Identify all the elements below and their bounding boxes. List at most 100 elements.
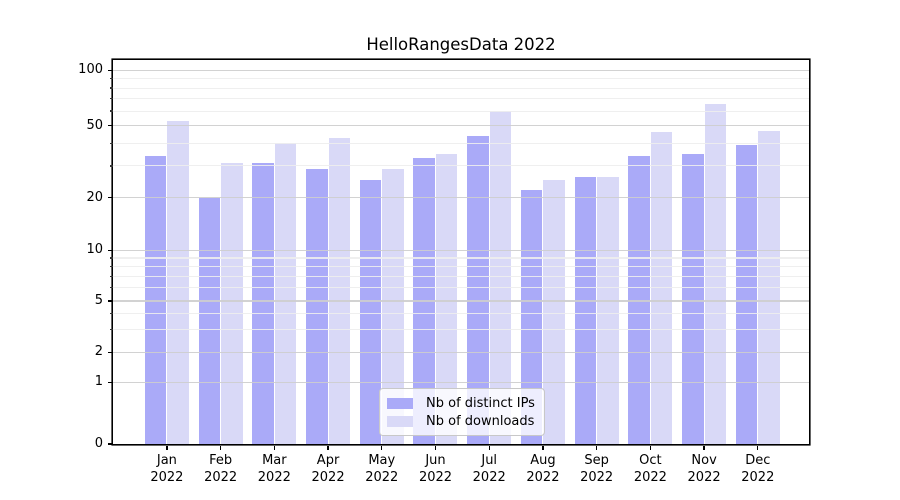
y-tick-mark-minor	[110, 87, 113, 89]
gridline-major	[113, 197, 809, 199]
chart-title: HelloRangesData 2022	[366, 35, 556, 54]
y-tick-mark	[107, 197, 113, 199]
y-tick-label: 0	[94, 436, 103, 451]
x-tick-mark	[381, 445, 383, 451]
legend-label-distinct-ips: Nb of distinct IPs	[426, 395, 535, 411]
gridline-major	[113, 351, 809, 353]
legend-entry-distinct-ips: Nb of distinct IPs	[387, 396, 536, 411]
gridline-minor	[113, 328, 809, 331]
bar	[221, 163, 243, 444]
legend-swatch-downloads-icon	[387, 415, 413, 427]
y-tick-mark-minor	[110, 286, 113, 289]
bar	[682, 153, 704, 444]
gridline-major	[113, 381, 809, 383]
y-tick-label: 50	[86, 117, 103, 133]
x-tick-mark	[273, 445, 276, 451]
gridline-minor	[113, 78, 809, 80]
legend: Nb of distinct IPs Nb of downloads	[379, 388, 545, 436]
bar	[467, 135, 489, 444]
bar	[167, 121, 189, 444]
bar	[382, 168, 404, 444]
x-tick-mark	[757, 445, 759, 451]
x-tick-label: Oct 2022	[633, 453, 667, 485]
x-tick-label: Nov 2022	[687, 453, 721, 485]
gridline-major	[113, 125, 809, 127]
x-tick-label: Feb 2022	[204, 453, 238, 485]
bar	[704, 103, 727, 444]
bar	[735, 145, 758, 444]
legend-entry-downloads: Nb of downloads	[387, 414, 536, 429]
gridline-major	[113, 300, 809, 302]
gridline-major	[113, 249, 809, 251]
y-tick-mark-minor	[110, 110, 113, 112]
x-tick-mark	[595, 445, 598, 451]
y-tick-label: 1	[94, 374, 103, 390]
y-tick-mark	[107, 69, 113, 71]
y-tick-mark-minor	[110, 98, 113, 100]
y-tick-mark-minor	[110, 328, 113, 331]
y-tick-mark	[107, 443, 113, 445]
x-tick-label: Jul 2022	[472, 453, 506, 485]
x-tick-mark	[542, 445, 544, 451]
x-tick-mark	[219, 445, 222, 451]
bar	[520, 190, 543, 444]
bar	[274, 143, 297, 444]
y-tick-mark	[107, 249, 113, 251]
bar	[489, 111, 512, 444]
bar	[359, 180, 382, 444]
y-tick-mark-minor	[110, 142, 113, 144]
x-tick-mark	[434, 445, 437, 451]
gridline-minor	[113, 165, 809, 167]
y-tick-mark-minor	[110, 265, 113, 268]
y-tick-label: 5	[94, 293, 103, 308]
bar	[435, 153, 458, 444]
x-tick-mark	[327, 445, 329, 451]
y-tick-mark-minor	[110, 165, 113, 167]
legend-swatch-distinct-ips-icon	[387, 397, 413, 409]
y-tick-label: 20	[86, 189, 103, 205]
y-tick-mark	[107, 125, 113, 127]
x-tick-mark	[649, 445, 652, 451]
gridline-minor	[113, 287, 809, 289]
bar	[144, 156, 167, 444]
x-tick-label: Apr 2022	[311, 453, 345, 485]
bar	[628, 156, 650, 444]
gridline-minor	[113, 98, 809, 100]
y-tick-mark-minor	[110, 78, 113, 80]
bar	[328, 137, 351, 444]
y-tick-mark	[107, 300, 113, 302]
x-tick-mark	[488, 445, 490, 451]
x-tick-label: Jan 2022	[150, 453, 184, 485]
y-tick-mark	[107, 381, 113, 383]
bar	[543, 180, 565, 444]
plot-area	[113, 60, 809, 444]
y-tick-mark-minor	[110, 257, 113, 259]
x-tick-label: Mar 2022	[257, 453, 291, 485]
bar	[252, 163, 274, 444]
gridline-minor	[113, 87, 809, 89]
bar	[574, 177, 597, 444]
legend-label-downloads: Nb of downloads	[426, 413, 535, 429]
y-tick-label: 100	[78, 62, 103, 78]
y-tick-mark	[107, 351, 113, 353]
x-tick-label: Jun 2022	[418, 453, 453, 485]
bar	[597, 177, 619, 444]
x-tick-mark	[703, 445, 705, 451]
gridline-major	[113, 69, 809, 71]
gridline-minor	[113, 275, 809, 277]
y-tick-label: 10	[86, 242, 103, 258]
gridline-minor	[113, 142, 809, 144]
bar	[306, 168, 328, 444]
gridline-minor	[113, 257, 809, 259]
y-tick-mark-minor	[110, 275, 113, 278]
x-tick-label: Sep 2022	[580, 453, 614, 485]
x-tick-label: Aug 2022	[526, 453, 560, 485]
x-tick-label: Dec 2022	[741, 453, 775, 485]
y-tick-mark-minor	[110, 312, 113, 315]
x-tick-mark	[166, 445, 168, 451]
gridline-minor	[113, 266, 809, 268]
x-tick-label: May 2022	[365, 453, 399, 485]
y-tick-label: 2	[94, 344, 103, 360]
gridline-minor	[113, 312, 809, 315]
